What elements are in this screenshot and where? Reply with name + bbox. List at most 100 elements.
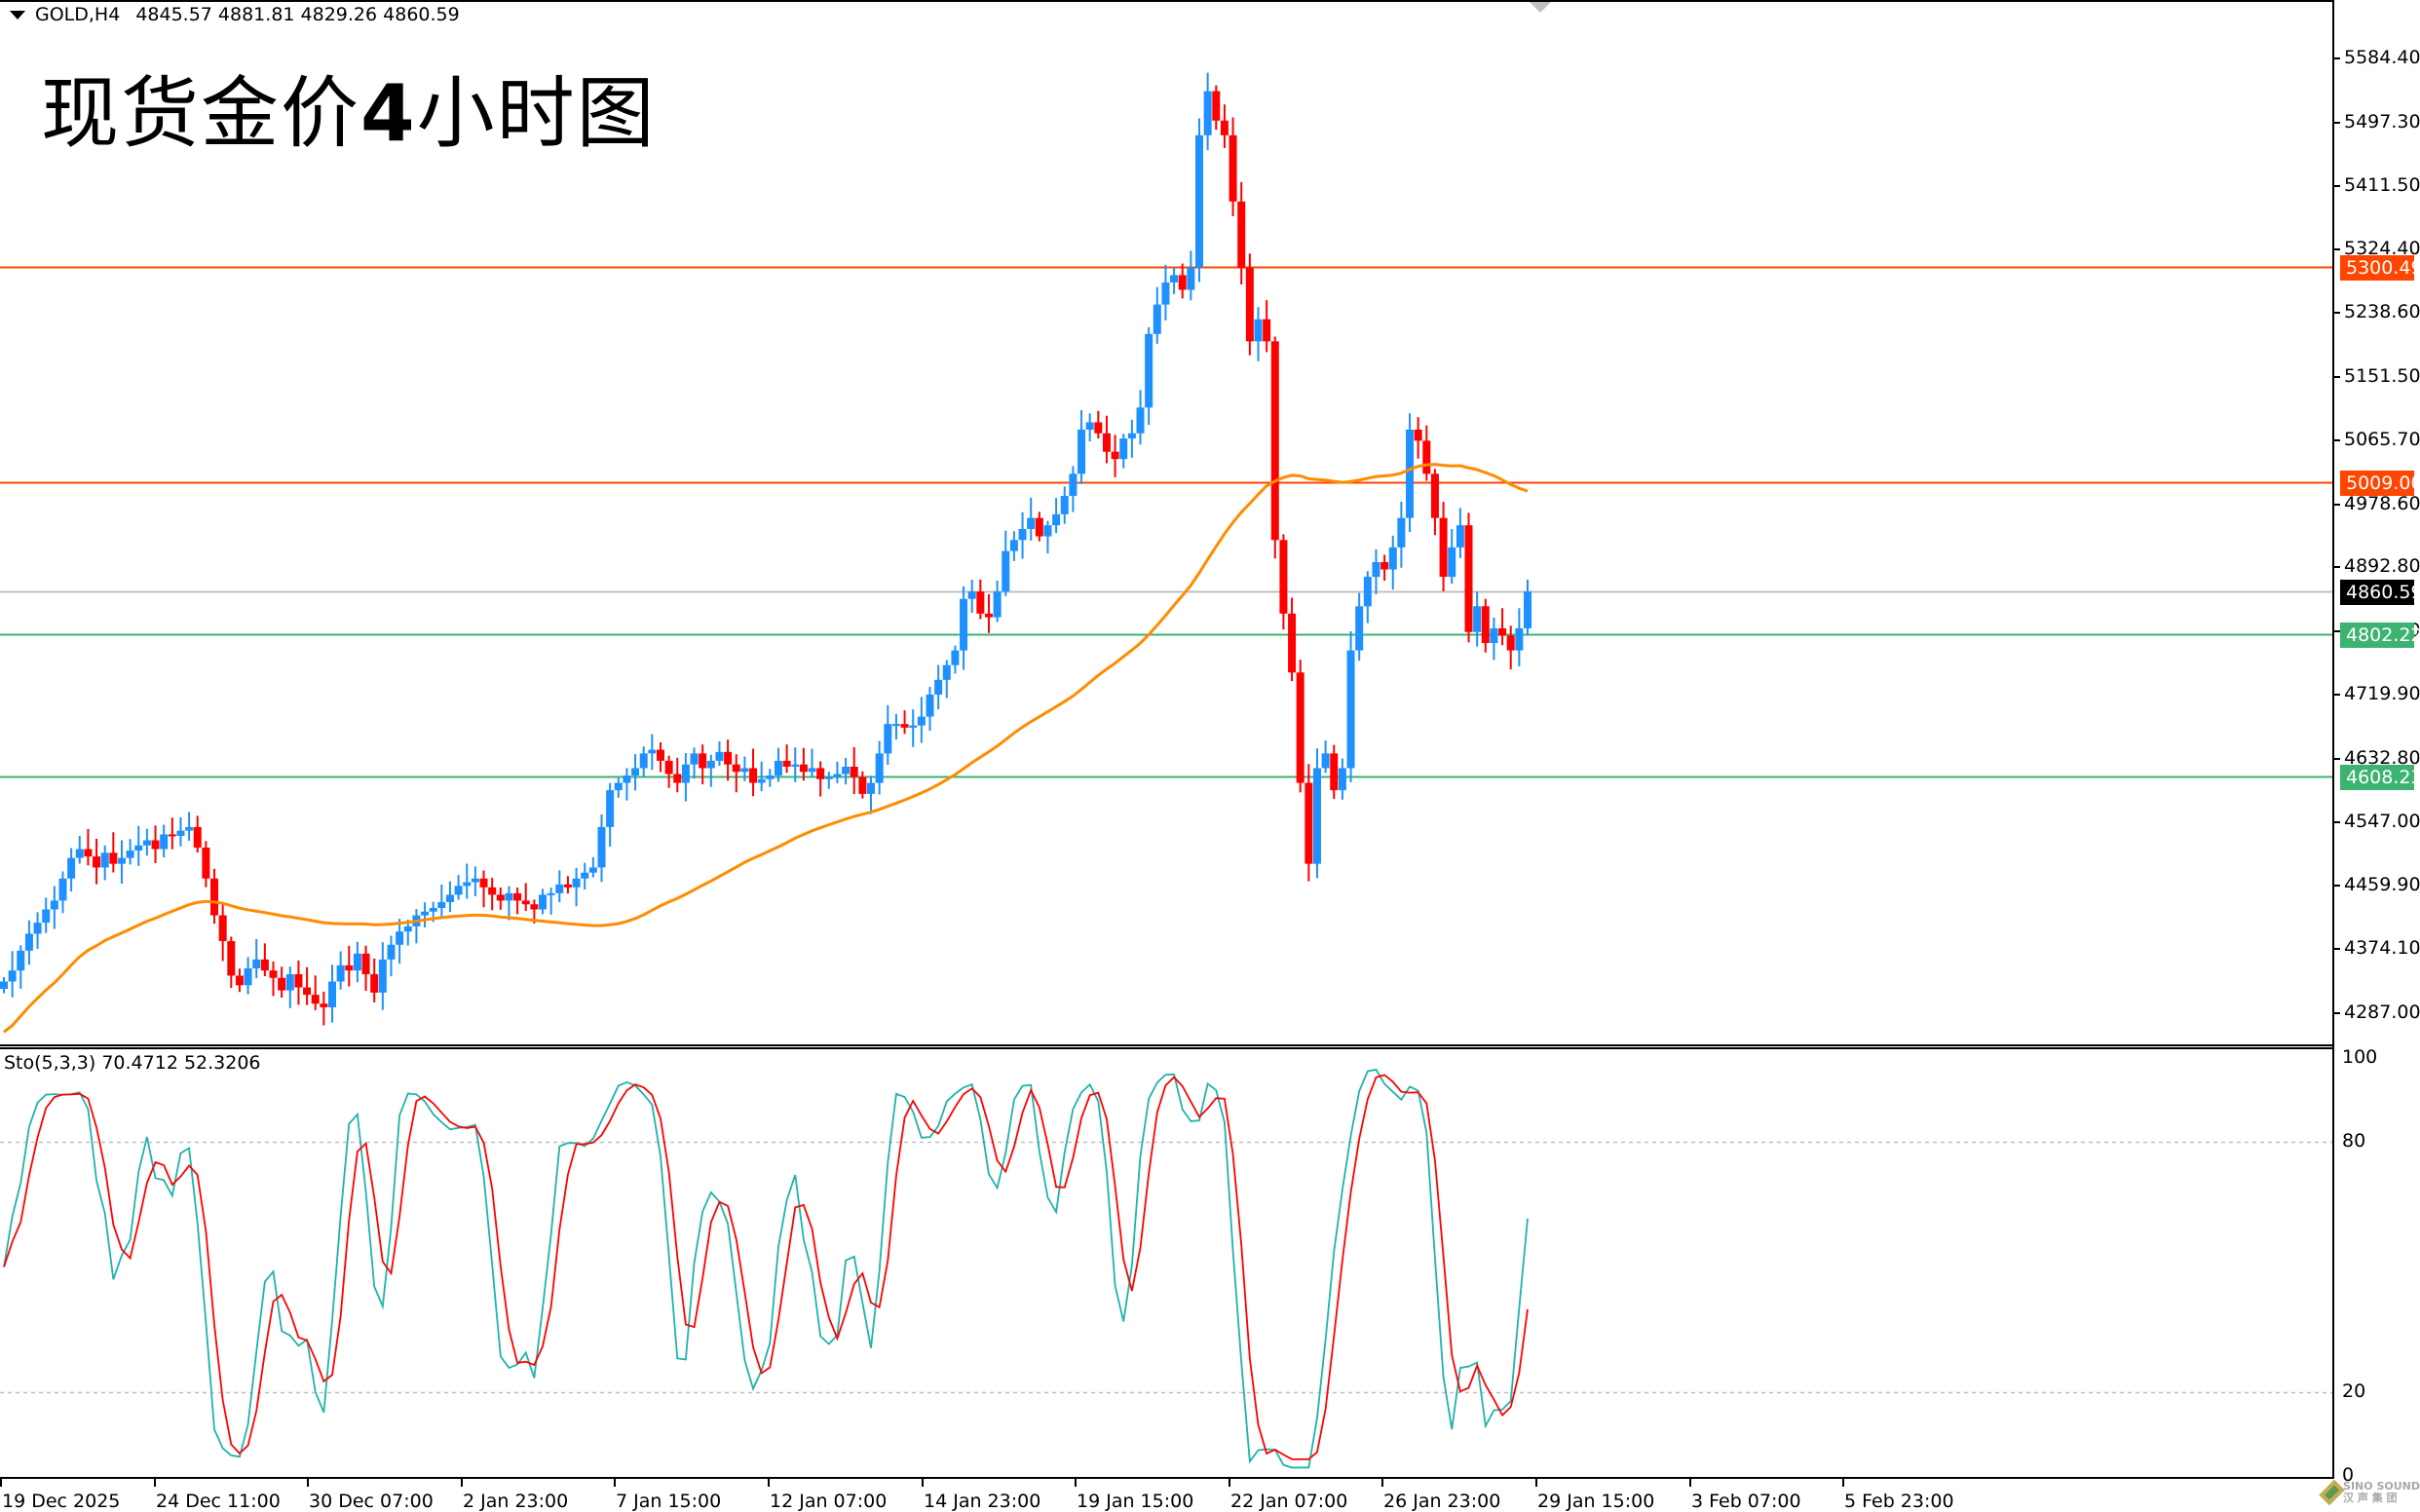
time-tick-label: 19 Dec 2025 — [2, 1491, 121, 1512]
title-prefix: 现货金价 — [41, 68, 360, 159]
candle — [193, 815, 202, 853]
candle — [403, 919, 412, 946]
candle — [1430, 469, 1439, 536]
price-tick-label: 5584.40 — [2334, 47, 2420, 68]
candle — [993, 580, 1002, 623]
time-tick-label: 22 Jan 07:00 — [1230, 1491, 1348, 1512]
candle — [421, 902, 430, 928]
candle — [320, 991, 328, 1026]
candle — [1473, 591, 1482, 647]
watermark-line1: SINO SOUND — [2343, 1480, 2420, 1493]
price-tick-label: 4459.90 — [2334, 874, 2420, 895]
candle — [142, 828, 151, 856]
candle — [42, 897, 51, 933]
candle — [909, 709, 918, 747]
price-panel[interactable] — [0, 2, 2332, 1046]
symbol-header: GOLD,H4 4845.57 4881.81 4829.26 4860.59 — [10, 4, 460, 25]
candle — [327, 964, 336, 1023]
time-tick-mark — [614, 1479, 616, 1487]
time-axis-line — [0, 1477, 2334, 1479]
candle — [1372, 548, 1380, 594]
candle — [1524, 579, 1531, 636]
candle — [664, 755, 673, 788]
time-tick-label: 24 Dec 11:00 — [156, 1491, 281, 1512]
candle — [1094, 410, 1103, 439]
time-tick-label: 14 Jan 23:00 — [924, 1491, 1041, 1512]
candle — [1127, 419, 1136, 458]
price-tick-label: 4719.90 — [2334, 683, 2420, 704]
candle — [176, 816, 185, 847]
time-tick-label: 12 Jan 07:00 — [770, 1491, 888, 1512]
time-tick-mark — [1842, 1479, 1844, 1487]
time-tick-mark — [0, 1479, 2, 1487]
candle — [884, 704, 892, 766]
candle — [942, 660, 951, 699]
time-tick-label: 2 Jan 23:00 — [463, 1491, 569, 1512]
candle — [1043, 520, 1052, 554]
time-tick-label: 29 Jan 15:00 — [1537, 1491, 1655, 1512]
candle — [303, 966, 312, 1005]
candle — [850, 746, 858, 795]
candle — [1263, 300, 1271, 353]
price-tick-label: 4978.60 — [2334, 493, 2420, 514]
candle — [160, 824, 169, 858]
candle — [934, 664, 943, 710]
candle — [33, 912, 42, 949]
time-tick-label: 30 Dec 07:00 — [309, 1491, 434, 1512]
candle — [757, 761, 766, 792]
candle — [210, 868, 219, 925]
candle — [1363, 571, 1372, 624]
candle — [706, 754, 715, 787]
candle — [808, 748, 816, 777]
candle — [1220, 104, 1229, 148]
title-suffix: 小时图 — [416, 68, 657, 159]
candle — [1296, 660, 1305, 793]
candle — [1237, 181, 1246, 285]
candle — [1279, 534, 1288, 630]
candle — [648, 734, 657, 771]
candle — [900, 710, 909, 735]
candle — [496, 887, 505, 910]
candle — [1245, 253, 1254, 356]
dropdown-triangle-icon[interactable] — [10, 10, 25, 19]
logo-diamond-icon — [2319, 1479, 2345, 1506]
candle — [84, 828, 93, 866]
chart-title: 现货金价4小时图 — [41, 51, 657, 164]
stochastic-panel[interactable] — [0, 1047, 2332, 1479]
candle — [269, 961, 278, 997]
candle — [353, 941, 361, 983]
candle — [766, 769, 775, 787]
candle — [976, 579, 985, 620]
candle — [50, 886, 58, 929]
sto-axis-label: 80 — [2342, 1129, 2366, 1152]
candle — [1254, 307, 1263, 361]
candle — [1338, 758, 1346, 800]
price-tag-current-price: 4860.59 — [2340, 579, 2420, 605]
candle — [1027, 497, 1036, 541]
candle — [1203, 72, 1212, 151]
candle — [278, 966, 286, 998]
ohlc-values: 4845.57 4881.81 4829.26 4860.59 — [135, 4, 460, 25]
candle — [445, 881, 454, 913]
candle — [581, 862, 589, 890]
price-tick-label: 5238.60 — [2334, 301, 2420, 322]
price-chart-canvas[interactable] — [0, 0, 2332, 1044]
candle — [437, 884, 446, 918]
candle — [1052, 498, 1061, 534]
time-tick-mark — [1535, 1479, 1537, 1487]
candle — [1330, 744, 1339, 800]
candle — [623, 768, 631, 801]
chart-shift-marker[interactable] — [1530, 2, 1551, 13]
candle — [732, 754, 740, 793]
candle — [1145, 326, 1153, 426]
stochastic-chart-canvas[interactable] — [0, 0, 2332, 1477]
candle — [75, 836, 84, 864]
time-tick-mark — [461, 1479, 463, 1487]
candle — [1490, 617, 1498, 661]
price-tick-label: 4374.10 — [2334, 937, 2420, 959]
candle — [1085, 413, 1094, 442]
candle — [1119, 434, 1128, 469]
candle — [563, 876, 572, 894]
candle — [740, 756, 749, 781]
